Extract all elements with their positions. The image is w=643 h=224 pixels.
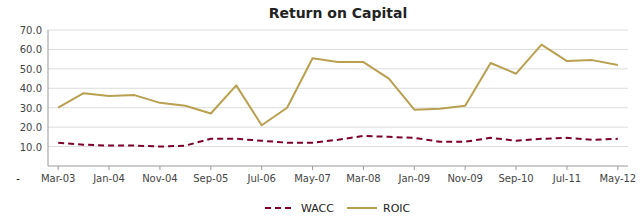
x-tick-label: Jul-06: [246, 173, 275, 184]
x-tick: [109, 166, 110, 170]
legend-swatch: [347, 207, 377, 209]
grid-line: [48, 68, 628, 69]
x-tick-label: Jan-09: [397, 173, 430, 184]
x-tick: [210, 166, 211, 170]
x-tick-label: Nov-04: [142, 173, 178, 184]
y-tick-label: 40.0: [20, 83, 42, 94]
legend: WACC ROIC: [265, 202, 411, 215]
y-tick-label: 70.0: [20, 25, 42, 36]
y-axis: [48, 30, 49, 166]
x-tick: [159, 166, 160, 170]
annotation: -: [16, 173, 20, 184]
x-tick-label: Jul-11: [552, 173, 581, 184]
x-axis: [48, 166, 628, 167]
grid-line: [48, 30, 628, 31]
chart: Return on Capital 10.0 20.0 30.0 40.0 50.0 60.…: [0, 0, 643, 224]
grid-line: [48, 88, 628, 89]
line: [58, 45, 618, 126]
y-tick-label: 60.0: [20, 44, 42, 55]
y-tick-label: 20.0: [20, 122, 42, 133]
title: Return on Capital: [269, 5, 408, 21]
y-tick-label: 30.0: [20, 103, 42, 114]
line: [58, 136, 618, 147]
grid: [48, 30, 628, 147]
x-tick: [465, 166, 466, 170]
x-tick-label: Mar-03: [41, 173, 76, 184]
x-tick: [617, 166, 618, 170]
y-tick-label: 50.0: [20, 64, 42, 75]
legend-label: ROIC: [383, 202, 411, 215]
grid-line: [48, 127, 628, 128]
grid-line: [48, 107, 628, 108]
legend-swatch: [265, 207, 295, 209]
x-tick-label: Jan-04: [92, 173, 125, 184]
x-tick-label: Sep-10: [498, 173, 533, 184]
x-tick: [414, 166, 415, 170]
legend-label: WACC: [301, 202, 334, 215]
x-tick-label: May-07: [294, 173, 331, 184]
x-tick: [516, 166, 517, 170]
x-tick: [566, 166, 567, 170]
grid-line: [48, 146, 628, 147]
y-tick-label: 10.0: [20, 142, 42, 153]
x-tick-label: May-12: [599, 173, 636, 184]
x-tick-label: Mar-08: [346, 173, 381, 184]
x-tick: [363, 166, 364, 170]
x-tick: [58, 166, 59, 170]
x-tick: [312, 166, 313, 170]
x-tick-label: Nov-09: [447, 173, 483, 184]
series-group: [58, 45, 618, 147]
x-tick-label: Sep-05: [193, 173, 228, 184]
grid-line: [48, 49, 628, 50]
x-tick: [261, 166, 262, 170]
